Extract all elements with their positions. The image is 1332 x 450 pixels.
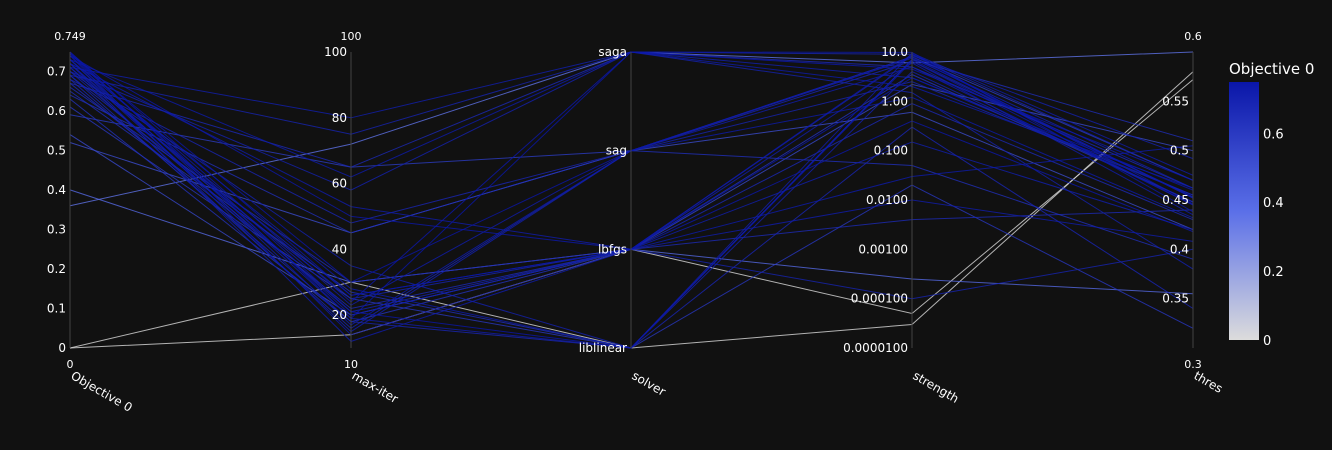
tick-label: 80 (332, 111, 347, 125)
tick-label: 0.5 (1170, 144, 1189, 158)
tick-label: saga (598, 45, 627, 59)
axis-title: Objective 0 (69, 368, 135, 414)
axis-title: max-iter (350, 368, 401, 406)
range-min-label: 0 (67, 358, 74, 371)
tick-label: sag (606, 144, 627, 158)
tick-label: 0.2 (47, 262, 66, 276)
tick-label: 0.000100 (851, 292, 908, 306)
tick-label: 0.55 (1162, 94, 1189, 108)
colorbar-tick: 0 (1263, 334, 1271, 349)
colorbar-tick: 0.6 (1263, 127, 1284, 142)
colorbar-gradient (1229, 82, 1259, 340)
tick-label: 0.0100 (866, 193, 908, 207)
axis-title: solver (630, 368, 669, 398)
tick-label: 20 (332, 308, 347, 322)
tick-label: 0.5 (47, 143, 66, 157)
tick-label: 0.100 (874, 144, 908, 158)
tick-label: 10.0 (881, 45, 908, 59)
axis-solver[interactable]: liblinear lbfgs sag saga solver (579, 45, 668, 399)
tick-label: 0.00100 (858, 242, 908, 256)
range-min-label: 0.3 (1184, 358, 1202, 371)
axis-objective-0[interactable]: 0 0.1 0.2 0.3 0.4 0.5 0.6 0.7 0 0.749 Objective 0 (47, 30, 135, 415)
colorbar-title: Objective 0 (1229, 60, 1314, 78)
axis-title: strength (911, 368, 962, 405)
colorbar-tick: 0.2 (1263, 265, 1284, 280)
tick-label: 60 (332, 177, 347, 191)
axis-title: thres (1192, 368, 1226, 395)
tick-label: 0.3 (47, 222, 66, 236)
tick-label: liblinear (579, 341, 627, 355)
range-max-label: 100 (341, 30, 362, 43)
tick-label: 0.35 (1162, 292, 1189, 306)
tick-label: 0.0000100 (843, 341, 908, 355)
colorbar-tick: 0.4 (1263, 196, 1284, 211)
tick-label: 1.00 (881, 94, 908, 108)
tick-label: 0.6 (47, 104, 66, 118)
range-max-label: 0.6 (1184, 30, 1202, 43)
range-max-label: 0.749 (54, 30, 86, 43)
tick-label: 0.4 (47, 183, 66, 197)
range-min-label: 10 (344, 358, 358, 371)
tick-label: lbfgs (598, 242, 627, 256)
tick-label: 0.4 (1170, 242, 1189, 256)
tick-label: 0.45 (1162, 193, 1189, 207)
tick-label: 0.1 (47, 301, 66, 315)
axes: 0 0.1 0.2 0.3 0.4 0.5 0.6 0.7 0 0.749 Objective 0 2… (47, 30, 1225, 415)
tick-label: 0.7 (47, 64, 66, 78)
axis-thres[interactable]: 0.35 0.4 0.45 0.5 0.55 0.3 0.6 thres (1162, 30, 1225, 396)
colorbar: Objective 0 0 0.2 0.4 0.6 (1229, 60, 1314, 349)
tick-label: 0 (58, 341, 66, 355)
tick-label: 40 (332, 242, 347, 256)
tick-label: 100 (324, 45, 347, 59)
